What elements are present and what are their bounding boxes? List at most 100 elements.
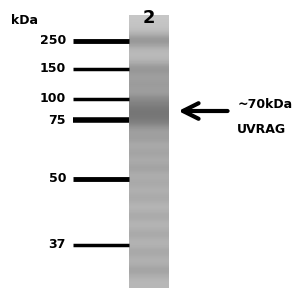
- Bar: [129, 264, 169, 265]
- Bar: [129, 262, 169, 263]
- Bar: [129, 42, 169, 43]
- Bar: [129, 250, 169, 251]
- Bar: [129, 233, 169, 234]
- Bar: [129, 154, 169, 155]
- Bar: [129, 16, 169, 17]
- Bar: [129, 191, 169, 192]
- Bar: [129, 247, 169, 248]
- Bar: [129, 219, 169, 220]
- Bar: [129, 18, 169, 19]
- Bar: [129, 20, 169, 21]
- Bar: [129, 81, 169, 82]
- Bar: [129, 278, 169, 279]
- Bar: [129, 39, 169, 40]
- Bar: [129, 40, 169, 41]
- Bar: [129, 142, 169, 143]
- Bar: [129, 271, 169, 272]
- Bar: [129, 168, 169, 169]
- Bar: [129, 32, 169, 33]
- Bar: [129, 50, 169, 51]
- Bar: [129, 77, 169, 78]
- Bar: [129, 216, 169, 217]
- Bar: [129, 246, 169, 247]
- Bar: [129, 106, 169, 107]
- Bar: [129, 27, 169, 28]
- Text: ~70kDa: ~70kDa: [237, 98, 292, 112]
- Bar: [129, 243, 169, 244]
- Bar: [129, 61, 169, 62]
- Bar: [129, 170, 169, 171]
- Bar: [129, 113, 169, 114]
- Bar: [129, 65, 169, 66]
- Bar: [129, 206, 169, 207]
- Bar: [129, 213, 169, 214]
- Bar: [129, 287, 169, 288]
- Bar: [129, 192, 169, 193]
- Bar: [129, 160, 169, 161]
- Bar: [129, 214, 169, 215]
- Bar: [129, 252, 169, 253]
- Bar: [129, 249, 169, 250]
- Bar: [129, 29, 169, 30]
- Bar: [129, 70, 169, 71]
- Bar: [129, 43, 169, 44]
- Text: 75: 75: [49, 113, 66, 127]
- Bar: [129, 80, 169, 81]
- Bar: [129, 274, 169, 275]
- Bar: [129, 269, 169, 270]
- Bar: [129, 185, 169, 186]
- Bar: [129, 161, 169, 162]
- Bar: [129, 129, 169, 130]
- Bar: [129, 228, 169, 229]
- Bar: [129, 110, 169, 111]
- Bar: [129, 189, 169, 190]
- Bar: [129, 145, 169, 146]
- Bar: [129, 176, 169, 177]
- Bar: [129, 199, 169, 200]
- Bar: [129, 99, 169, 100]
- Bar: [129, 56, 169, 57]
- Text: 100: 100: [40, 92, 66, 106]
- Bar: [129, 124, 169, 125]
- Bar: [129, 193, 169, 194]
- Bar: [129, 48, 169, 49]
- Bar: [129, 93, 169, 94]
- Bar: [129, 284, 169, 285]
- Bar: [129, 31, 169, 32]
- Bar: [129, 187, 169, 188]
- Bar: [129, 150, 169, 151]
- Bar: [129, 209, 169, 210]
- Bar: [129, 236, 169, 237]
- Bar: [129, 117, 169, 118]
- Bar: [129, 164, 169, 165]
- Bar: [129, 151, 169, 152]
- Bar: [129, 260, 169, 261]
- Bar: [129, 130, 169, 131]
- Bar: [129, 59, 169, 60]
- Bar: [129, 28, 169, 29]
- Bar: [129, 98, 169, 99]
- Bar: [129, 119, 169, 120]
- Bar: [129, 82, 169, 83]
- Bar: [129, 97, 169, 98]
- Bar: [129, 122, 169, 123]
- Bar: [129, 134, 169, 135]
- Bar: [129, 231, 169, 232]
- Bar: [129, 254, 169, 255]
- Bar: [129, 220, 169, 221]
- Bar: [129, 54, 169, 55]
- Bar: [129, 121, 169, 122]
- Bar: [129, 156, 169, 157]
- Bar: [129, 33, 169, 34]
- Bar: [129, 51, 169, 52]
- Bar: [129, 68, 169, 69]
- Bar: [129, 235, 169, 236]
- Bar: [129, 282, 169, 283]
- Bar: [129, 256, 169, 257]
- Bar: [129, 108, 169, 109]
- Bar: [129, 286, 169, 287]
- Bar: [129, 153, 169, 154]
- Bar: [129, 24, 169, 25]
- Bar: [129, 36, 169, 37]
- Text: 150: 150: [40, 62, 66, 76]
